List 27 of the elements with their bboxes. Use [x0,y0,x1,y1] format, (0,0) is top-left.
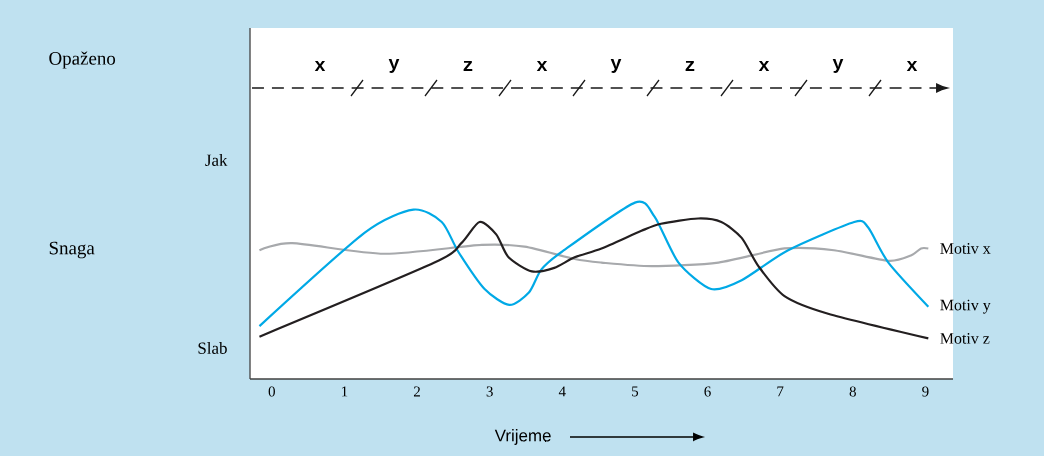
x-tick-label: 3 [486,386,493,397]
x-axis-title: Vrijeme [494,429,551,445]
x-tick-label: 8 [849,386,856,397]
x-tick-label: 7 [777,386,784,397]
text: y [832,59,844,73]
series-label: Motiv x [940,243,991,254]
x-tick-label: 2 [413,386,420,397]
series-label: Motiv y [940,299,991,314]
x-tick-label: 1 [342,386,348,397]
text: y [388,59,400,73]
text: x [906,60,918,71]
text: Jak [205,154,228,166]
x-tick-label: 0 [268,386,275,397]
text: Opaženo [49,51,116,69]
x-tick-label: 6 [704,386,711,397]
text: Slab [198,342,227,354]
x-tick-label: 9 [922,386,929,397]
x-tick-label: 4 [558,386,566,397]
series-label: Motiv z [940,333,990,344]
text: y [610,59,622,73]
text: x [314,60,326,71]
text: x [758,60,770,71]
text: Snaga [49,241,95,259]
x-tick-label: 5 [632,386,639,397]
text: z [685,60,695,71]
text: z [463,60,473,71]
text: x [536,60,548,71]
